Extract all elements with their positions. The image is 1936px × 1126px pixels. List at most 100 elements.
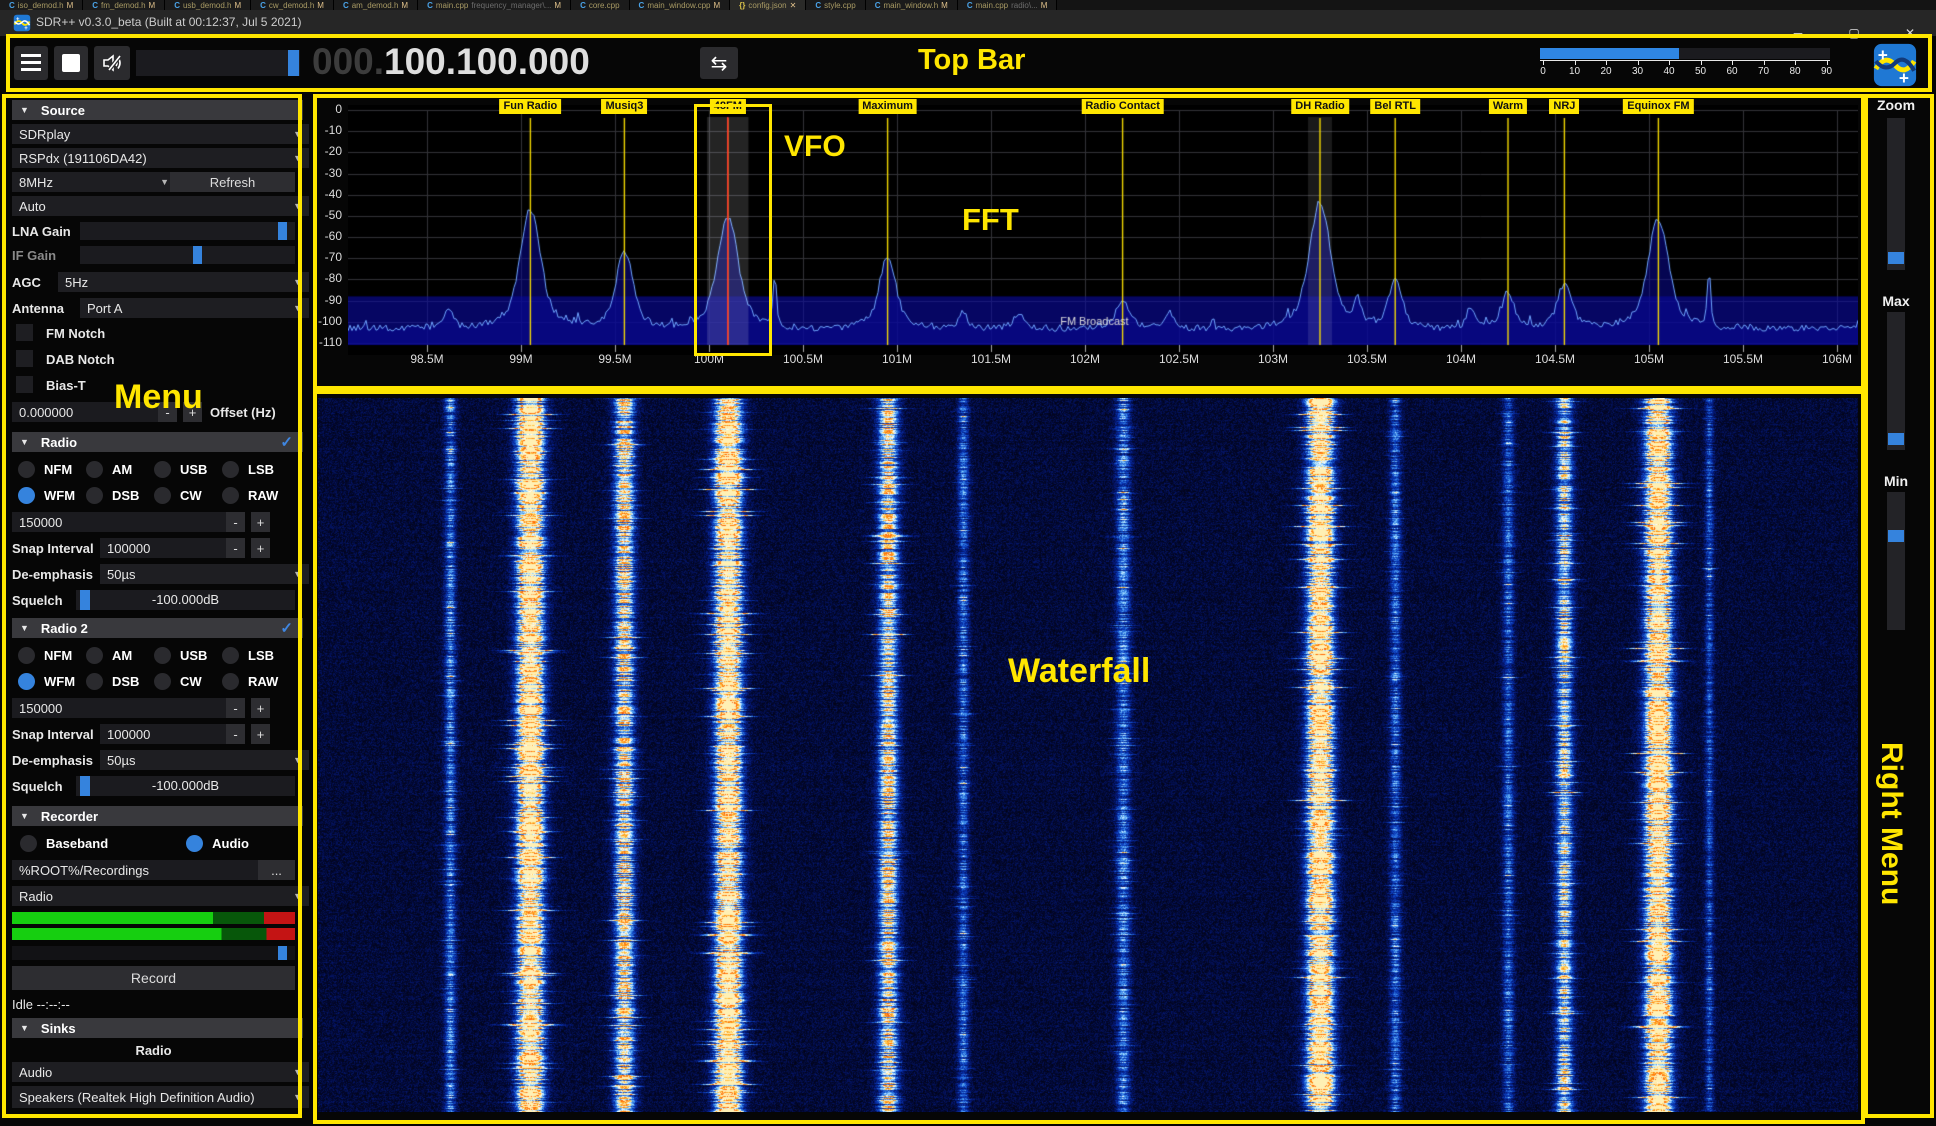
bandwidth-plus-button[interactable]: + (251, 512, 270, 532)
recorder-mode-audio[interactable]: Audio (186, 834, 249, 852)
if-gain-handle[interactable] (193, 246, 202, 264)
mode-raw[interactable]: RAW (222, 668, 290, 694)
browse-button[interactable]: ... (258, 860, 295, 880)
mode-usb[interactable]: USB (154, 456, 222, 482)
squelch-slider[interactable]: -100.000dB (76, 590, 295, 610)
mode-wfm[interactable]: WFM (18, 482, 86, 508)
mode-dsb[interactable]: DSB (86, 668, 154, 694)
snap-interval-input[interactable]: 100000 (100, 724, 234, 744)
mode-radio-button[interactable] (86, 486, 103, 504)
samplerate-dropdown[interactable]: 8MHz ▼ (12, 172, 176, 192)
close-button[interactable]: ✕ (1904, 26, 1916, 40)
section-header-sinks[interactable]: ▼ Sinks (12, 1018, 303, 1038)
mode-cw[interactable]: CW (154, 668, 222, 694)
collapse-arrow-icon[interactable]: ▼ (20, 623, 29, 633)
bandwidth-minus-button[interactable]: - (226, 512, 245, 532)
station-label[interactable]: Fun Radio (499, 99, 562, 114)
mode-radio-button[interactable] (222, 460, 239, 478)
mode-lsb[interactable]: LSB (222, 642, 290, 668)
recorder-volume-slider[interactable] (12, 946, 295, 960)
gain-mode-dropdown[interactable]: Auto ▼ (12, 196, 309, 216)
baseband-radio[interactable] (20, 834, 37, 852)
menu-toggle-button[interactable] (14, 46, 48, 80)
enabled-check-icon[interactable]: ✓ (280, 620, 293, 637)
source-device-dropdown[interactable]: RSPdx (191106DA42) ▼ (12, 148, 309, 168)
zoom-slider-handle[interactable] (1888, 252, 1904, 264)
mode-am[interactable]: AM (86, 456, 154, 482)
dab-notch-checkbox[interactable] (16, 350, 33, 367)
station-label[interactable]: Maximum (858, 99, 917, 114)
squelch-handle[interactable] (80, 776, 90, 796)
offset-minus-button[interactable]: - (158, 402, 177, 422)
max-slider-handle[interactable] (1888, 433, 1904, 445)
station-label[interactable]: Radio Contact (1081, 99, 1164, 114)
section-header-recorder[interactable]: ▼ Recorder (12, 806, 303, 826)
volume-slider-handle[interactable] (288, 50, 299, 76)
fft-plot[interactable] (348, 105, 1858, 355)
section-header-radio[interactable]: ▼ Radio ✓ (12, 432, 303, 452)
mode-radio-button[interactable] (154, 646, 171, 664)
station-label[interactable]: Equinox FM (1623, 99, 1694, 114)
snap-minus-button[interactable]: - (226, 724, 245, 744)
source-driver-dropdown[interactable]: SDRplay ▼ (12, 124, 309, 144)
station-label[interactable]: Warm (1488, 99, 1528, 114)
mode-radio-button[interactable] (18, 646, 35, 664)
squelch-slider[interactable]: -100.000dB (76, 776, 295, 796)
tuning-mode-button[interactable]: ⇆ (700, 47, 738, 79)
enabled-check-icon[interactable]: ✓ (280, 434, 293, 451)
station-label[interactable]: 48FM (709, 99, 746, 114)
snap-minus-button[interactable]: - (226, 538, 245, 558)
squelch-handle[interactable] (80, 590, 90, 610)
radio2-bandwidth-input[interactable]: 150000 (12, 698, 234, 718)
station-label[interactable]: DH Radio (1291, 99, 1349, 114)
radio-bandwidth-input[interactable]: 150000 (12, 512, 234, 532)
sink-type-dropdown[interactable]: Audio ▼ (12, 1062, 309, 1082)
mode-wfm[interactable]: WFM (18, 668, 86, 694)
audio-radio[interactable] (186, 834, 204, 852)
recorder-volume-handle[interactable] (278, 946, 287, 960)
mode-radio-button[interactable] (86, 460, 103, 478)
mode-dsb[interactable]: DSB (86, 482, 154, 508)
min-slider-handle[interactable] (1888, 530, 1904, 542)
bandwidth-minus-button[interactable]: - (226, 698, 245, 718)
mode-radio-button[interactable] (18, 460, 35, 478)
mode-usb[interactable]: USB (154, 642, 222, 668)
frequency-digits[interactable]: 100.100.000 (384, 41, 590, 82)
lna-gain-slider[interactable] (80, 222, 295, 240)
record-button[interactable]: Record (12, 966, 295, 990)
zoom-slider[interactable] (1887, 118, 1905, 270)
snap-plus-button[interactable]: + (251, 724, 270, 744)
if-gain-slider[interactable] (80, 246, 295, 264)
station-label[interactable]: NRJ (1549, 99, 1580, 114)
collapse-arrow-icon[interactable]: ▼ (20, 105, 29, 115)
max-slider[interactable] (1887, 312, 1905, 450)
agc-dropdown[interactable]: 5Hz ▼ (58, 272, 309, 292)
mode-cw[interactable]: CW (154, 482, 222, 508)
station-label[interactable]: Bel RTL (1370, 99, 1420, 114)
sink-device-dropdown[interactable]: Speakers (Realtek High Definition Audio)… (12, 1086, 309, 1108)
antenna-dropdown[interactable]: Port A ▼ (80, 298, 309, 318)
stop-button[interactable] (54, 46, 88, 80)
collapse-arrow-icon[interactable]: ▼ (20, 437, 29, 447)
bandwidth-plus-button[interactable]: + (251, 698, 270, 718)
mode-radio-button[interactable] (18, 486, 35, 504)
mute-button[interactable] (94, 46, 130, 80)
lna-gain-handle[interactable] (278, 222, 287, 240)
mode-radio-button[interactable] (154, 460, 171, 478)
minimize-button[interactable]: ─ (1793, 26, 1803, 40)
mode-radio-button[interactable] (18, 672, 35, 690)
fm-notch-checkbox[interactable] (16, 324, 33, 341)
mode-nfm[interactable]: NFM (18, 456, 86, 482)
deemphasis-dropdown[interactable]: 50µs ▼ (100, 564, 309, 584)
min-slider[interactable] (1887, 492, 1905, 630)
